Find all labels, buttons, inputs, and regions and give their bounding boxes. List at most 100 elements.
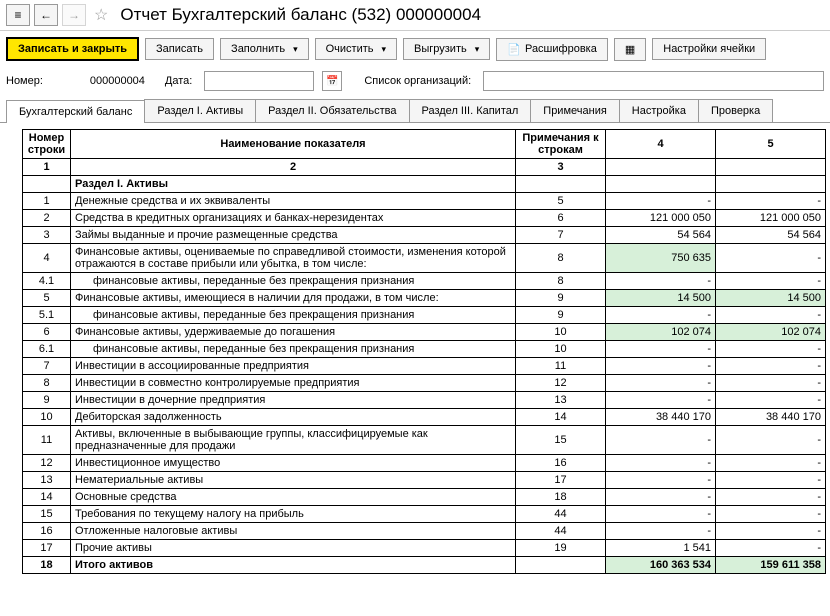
table-row[interactable]: 10Дебиторская задолженность1438 440 1703… <box>23 409 826 426</box>
table-row[interactable]: Раздел I. Активы <box>23 176 826 193</box>
cell-value-4[interactable]: - <box>606 455 716 472</box>
table-row[interactable]: 18Итого активов160 363 534159 611 358 <box>23 557 826 574</box>
cell-value-5[interactable]: 38 440 170 <box>716 409 826 426</box>
cell-value-5[interactable]: - <box>716 392 826 409</box>
cell-note: 9 <box>516 307 606 324</box>
cell-value-4[interactable]: - <box>606 341 716 358</box>
header-col5: 5 <box>716 130 826 159</box>
cell-value-5[interactable]: - <box>716 523 826 540</box>
cell-value-4[interactable]: - <box>606 523 716 540</box>
cell-value-4[interactable]: 54 564 <box>606 227 716 244</box>
export-button[interactable]: Выгрузить <box>403 38 490 60</box>
cell-name: Отложенные налоговые активы <box>71 523 516 540</box>
grid-container: Номер строки Наименование показателя При… <box>0 123 830 574</box>
cell-value-5[interactable]: - <box>716 540 826 557</box>
cell-value-5[interactable]: - <box>716 472 826 489</box>
table-row[interactable]: 4Финансовые активы, оцениваемые по справ… <box>23 244 826 273</box>
cell-value-5[interactable]: - <box>716 193 826 210</box>
table-row[interactable]: 13Нематериальные активы17-- <box>23 472 826 489</box>
cell-value-5[interactable]: - <box>716 244 826 273</box>
table-row[interactable]: 16Отложенные налоговые активы44-- <box>23 523 826 540</box>
fill-button[interactable]: Заполнить <box>220 38 309 60</box>
cell-value-4[interactable]: 14 500 <box>606 290 716 307</box>
cell-value-4[interactable]: - <box>606 193 716 210</box>
cell-value-5[interactable]: - <box>716 307 826 324</box>
cell-name: Займы выданные и прочие размещенные сред… <box>71 227 516 244</box>
favorite-star-icon[interactable]: ☆ <box>94 5 108 25</box>
cell-value-4[interactable]: - <box>606 392 716 409</box>
clear-button[interactable]: Очистить <box>315 38 397 60</box>
cell-value-4[interactable]: 160 363 534 <box>606 557 716 574</box>
cell-note: 11 <box>516 358 606 375</box>
tab[interactable]: Раздел III. Капитал <box>409 99 532 122</box>
cell-note: 10 <box>516 341 606 358</box>
tab[interactable]: Проверка <box>698 99 773 122</box>
table-row[interactable]: 4.1финансовые активы, переданные без пре… <box>23 273 826 290</box>
tab[interactable]: Примечания <box>530 99 620 122</box>
cell-value-4[interactable]: - <box>606 506 716 523</box>
cell-value-4[interactable]: - <box>606 273 716 290</box>
cell-value-4[interactable]: 1 541 <box>606 540 716 557</box>
table-row[interactable]: 6Финансовые активы, удерживаемые до пога… <box>23 324 826 341</box>
back-button[interactable]: ← <box>34 4 58 26</box>
table-row[interactable]: 2Средства в кредитных организациях и бан… <box>23 210 826 227</box>
cell-value-5[interactable]: 14 500 <box>716 290 826 307</box>
date-input[interactable] <box>204 71 314 91</box>
cell-note: 12 <box>516 375 606 392</box>
orgs-input[interactable] <box>483 71 824 91</box>
cell-value-4[interactable]: - <box>606 375 716 392</box>
menu-icon[interactable]: ≡ <box>6 4 30 26</box>
table-row[interactable]: 12Инвестиционное имущество16-- <box>23 455 826 472</box>
cell-value-4[interactable]: 750 635 <box>606 244 716 273</box>
cell-note: 8 <box>516 244 606 273</box>
calendar-icon[interactable]: 📅 <box>322 71 342 91</box>
cell-settings-button[interactable]: Настройки ячейки <box>652 38 766 60</box>
cell-value-5[interactable]: 121 000 050 <box>716 210 826 227</box>
cell-value-5[interactable]: - <box>716 489 826 506</box>
tab[interactable]: Настройка <box>619 99 699 122</box>
decode-button[interactable]: Расшифровка <box>496 38 608 61</box>
cell-value-5[interactable]: - <box>716 375 826 392</box>
cell-value-4[interactable]: - <box>606 358 716 375</box>
cell-value-5[interactable]: - <box>716 455 826 472</box>
table-row[interactable]: 11Активы, включенные в выбывающие группы… <box>23 426 826 455</box>
table-row[interactable]: 15Требования по текущему налогу на прибы… <box>23 506 826 523</box>
cell-value-4[interactable]: 102 074 <box>606 324 716 341</box>
header-indicator-name: Наименование показателя <box>71 130 516 159</box>
table-row[interactable]: 8Инвестиции в совместно контролируемые п… <box>23 375 826 392</box>
cell-row-number: 14 <box>23 489 71 506</box>
cell-value-4[interactable]: - <box>606 472 716 489</box>
cell-value-5[interactable]: - <box>716 273 826 290</box>
table-row[interactable]: 14Основные средства18-- <box>23 489 826 506</box>
table-row[interactable]: 5.1финансовые активы, переданные без пре… <box>23 307 826 324</box>
table-row[interactable]: 9Инвестиции в дочерние предприятия13-- <box>23 392 826 409</box>
tab[interactable]: Раздел I. Активы <box>144 99 256 122</box>
cell-value-5[interactable]: 159 611 358 <box>716 557 826 574</box>
cell-value-5[interactable]: 54 564 <box>716 227 826 244</box>
cell-value-4[interactable]: - <box>606 307 716 324</box>
cell-row-number: 2 <box>23 210 71 227</box>
tab[interactable]: Раздел II. Обязательства <box>255 99 409 122</box>
cell-value-4[interactable]: 38 440 170 <box>606 409 716 426</box>
cell-value-5[interactable]: 102 074 <box>716 324 826 341</box>
cell-value-5[interactable]: - <box>716 506 826 523</box>
cell-value-4[interactable]: - <box>606 426 716 455</box>
table-row[interactable]: 6.1финансовые активы, переданные без пре… <box>23 341 826 358</box>
cell-grid-button[interactable] <box>614 38 646 61</box>
cell-value-5[interactable]: - <box>716 426 826 455</box>
cell-value-5[interactable] <box>716 176 826 193</box>
table-row[interactable]: 7Инвестиции в ассоциированные предприяти… <box>23 358 826 375</box>
cell-value-4[interactable]: 121 000 050 <box>606 210 716 227</box>
tab[interactable]: Бухгалтерский баланс <box>6 100 145 123</box>
table-row[interactable]: 3Займы выданные и прочие размещенные сре… <box>23 227 826 244</box>
table-row[interactable]: 1Денежные средства и их эквиваленты5-- <box>23 193 826 210</box>
cell-value-4[interactable] <box>606 176 716 193</box>
table-row[interactable]: 17Прочие активы191 541- <box>23 540 826 557</box>
cell-value-4[interactable]: - <box>606 489 716 506</box>
save-button[interactable]: Записать <box>145 38 214 60</box>
cell-row-number: 6.1 <box>23 341 71 358</box>
cell-value-5[interactable]: - <box>716 341 826 358</box>
save-and-close-button[interactable]: Записать и закрыть <box>6 37 139 61</box>
table-row[interactable]: 5Финансовые активы, имеющиеся в наличии … <box>23 290 826 307</box>
cell-value-5[interactable]: - <box>716 358 826 375</box>
